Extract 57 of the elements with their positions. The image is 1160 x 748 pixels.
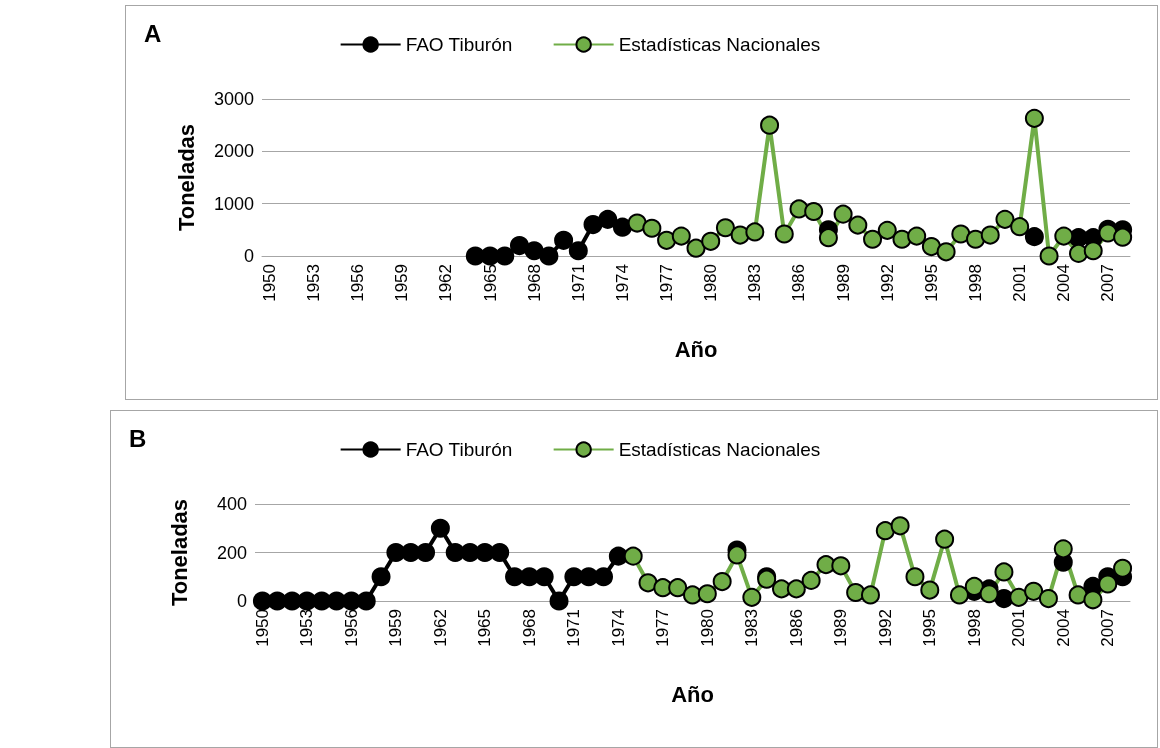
- x-tick-label: 1989: [831, 609, 851, 647]
- x-tick-label: 1965: [480, 264, 500, 302]
- x-tick-label: 1986: [789, 264, 809, 302]
- y-tick-label: 0: [243, 246, 254, 266]
- x-tick-label: 1956: [341, 609, 361, 647]
- y-tick-label: 400: [216, 494, 247, 514]
- x-tick-label: 1971: [564, 609, 584, 647]
- x-tick-label: 1992: [875, 609, 895, 647]
- x-tick-label: 1989: [833, 264, 853, 302]
- x-tick-label: 1992: [877, 264, 897, 302]
- y-axis-title: Toneladas: [173, 123, 199, 232]
- y-tick-label: 2000: [213, 141, 254, 162]
- x-tick-label: 1998: [964, 609, 984, 647]
- x-axis-title: Año: [674, 336, 718, 362]
- x-tick-label: 1980: [697, 609, 717, 647]
- x-tick-label: 1974: [612, 264, 632, 302]
- x-tick-label: 1962: [430, 609, 450, 647]
- chart-title: A: [144, 19, 162, 47]
- x-tick-label: 1995: [921, 264, 941, 302]
- legend-label: Estadísticas Nacionales: [618, 34, 821, 55]
- x-tick-label: 1980: [701, 264, 721, 302]
- x-tick-label: 1974: [608, 609, 628, 647]
- x-tick-label: 1998: [966, 264, 986, 302]
- x-tick-label: 1971: [568, 264, 588, 302]
- y-tick-label: 1000: [213, 193, 254, 214]
- x-tick-label: 1950: [252, 609, 272, 647]
- x-tick-label: 1968: [524, 264, 544, 302]
- y-tick-label: 0: [236, 591, 247, 611]
- x-tick-label: 1956: [348, 264, 368, 302]
- x-tick-label: 1953: [297, 609, 317, 647]
- chart-title: B: [129, 424, 147, 452]
- legend-label: FAO Tiburón: [405, 34, 513, 55]
- x-tick-label: 2001: [1009, 609, 1029, 647]
- x-tick-label: 1965: [475, 609, 495, 647]
- x-tick-label: 2007: [1098, 609, 1118, 647]
- x-tick-label: 1977: [653, 609, 673, 647]
- x-tick-label: 1983: [745, 264, 765, 302]
- x-tick-label: 1962: [436, 264, 456, 302]
- x-tick-label: 2004: [1053, 609, 1073, 647]
- x-tick-label: 2004: [1054, 264, 1074, 302]
- x-tick-label: 1959: [392, 264, 412, 302]
- x-tick-label: 1986: [786, 609, 806, 647]
- legend-label: Estadísticas Nacionales: [618, 439, 821, 460]
- x-tick-label: 1983: [742, 609, 762, 647]
- y-tick-label: 200: [216, 542, 247, 563]
- x-tick-label: 2001: [1010, 264, 1030, 302]
- x-tick-label: 1968: [519, 609, 539, 647]
- y-axis-title: Toneladas: [166, 498, 192, 607]
- x-tick-label: 1995: [920, 609, 940, 647]
- x-tick-label: 1959: [386, 609, 406, 647]
- legend-label: FAO Tiburón: [405, 439, 513, 460]
- x-tick-label: 2007: [1098, 264, 1118, 302]
- x-tick-label: 1950: [259, 264, 279, 302]
- x-tick-label: 1953: [303, 264, 323, 302]
- x-axis-title: Año: [671, 681, 714, 707]
- x-tick-label: 1977: [657, 264, 677, 302]
- y-tick-label: 3000: [213, 89, 254, 109]
